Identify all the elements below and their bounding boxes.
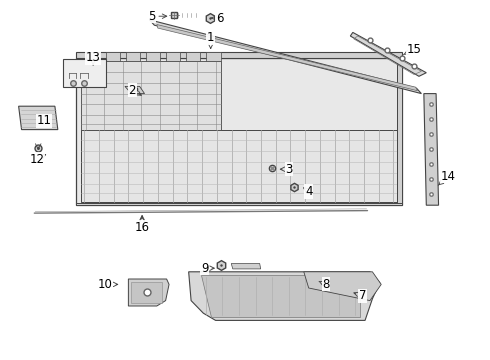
Polygon shape [19,106,58,130]
Polygon shape [128,279,169,306]
Text: 10: 10 [98,278,118,291]
Polygon shape [81,61,220,130]
Polygon shape [149,20,421,94]
Text: 3: 3 [280,163,293,176]
Text: 15: 15 [403,43,421,56]
Polygon shape [166,52,180,61]
Polygon shape [231,264,261,269]
Polygon shape [126,52,141,61]
Text: 4: 4 [304,185,313,198]
Polygon shape [131,282,162,303]
Polygon shape [76,52,402,58]
Polygon shape [304,272,381,301]
Text: 8: 8 [319,278,330,291]
Polygon shape [397,58,402,205]
Text: 13: 13 [86,51,100,65]
Text: 7: 7 [354,289,367,302]
Text: 5: 5 [148,10,167,23]
Text: 16: 16 [135,217,149,234]
Text: 11: 11 [37,114,51,127]
Polygon shape [146,52,161,61]
Polygon shape [189,272,380,320]
Polygon shape [424,94,439,205]
Text: 1: 1 [207,31,215,49]
Text: 9: 9 [201,262,214,275]
Polygon shape [157,24,417,91]
FancyBboxPatch shape [63,59,106,87]
Polygon shape [125,86,145,94]
Polygon shape [206,52,220,61]
Polygon shape [350,32,426,76]
Polygon shape [81,130,397,202]
Polygon shape [106,52,121,61]
Text: 12: 12 [29,153,46,166]
Polygon shape [86,52,100,61]
Polygon shape [186,52,200,61]
Text: 2: 2 [128,84,141,96]
Polygon shape [201,275,360,317]
Polygon shape [76,58,402,205]
Polygon shape [76,203,402,205]
Text: 6: 6 [212,12,223,24]
Text: 14: 14 [438,170,456,185]
